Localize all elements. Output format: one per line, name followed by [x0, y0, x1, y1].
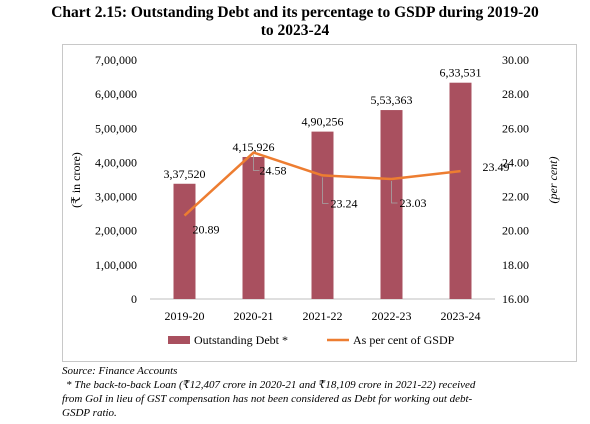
left-axis-tick-label: 7,00,000: [95, 53, 137, 67]
line-data-label-leader: [253, 154, 260, 171]
source-note: Source: Finance Accounts: [62, 365, 178, 377]
left-axis-tick-label: 1,00,000: [95, 258, 137, 272]
right-axis-tick-label: 20.00: [502, 224, 529, 238]
x-axis-tick-label: 2023-24: [441, 309, 481, 323]
right-axis-tick-label: 18.00: [502, 258, 529, 272]
bar-outstanding-debt: [449, 82, 472, 299]
left-axis-tick-label: 4,00,000: [95, 155, 137, 169]
right-axis-tick-label: 16.00: [502, 292, 529, 306]
chart-title-line2: to 2023-24: [260, 22, 330, 39]
line-data-label-leader: [322, 177, 329, 204]
x-axis-tick-label: 2021-22: [303, 309, 343, 323]
x-axis-tick-label: 2022-23: [372, 309, 412, 323]
chart-title: Chart 2.15: Outstanding Debt and its per…: [0, 4, 590, 40]
left-axis-tick-label: 0: [131, 292, 137, 306]
line-data-label: 23.24: [331, 196, 358, 210]
chart-notes: Source: Finance Accounts * The back-to-b…: [62, 364, 577, 420]
right-axis-tick-label: 26.00: [502, 121, 529, 135]
bar-outstanding-debt: [173, 183, 196, 299]
bar-data-label: 3,37,520: [164, 167, 206, 181]
right-axis-tick-label: 30.00: [502, 53, 529, 67]
footnote-line-2: from GoI in lieu of GST compensation has…: [62, 393, 473, 405]
line-data-label: 23.03: [400, 196, 427, 210]
x-axis-tick-label: 2020-21: [234, 309, 274, 323]
footnote-line-1: * The back-to-back Loan (₹12,407 crore i…: [66, 379, 476, 391]
legend-label-debt: Outstanding Debt *: [194, 333, 288, 347]
right-axis-title: (per cent): [546, 157, 560, 204]
bar-data-label: 6,33,531: [440, 66, 482, 80]
legend-swatch-debt: [168, 336, 190, 344]
left-axis-tick-label: 2,00,000: [95, 224, 137, 238]
legend-label-gsdp: As per cent of GSDP: [353, 333, 455, 347]
bar-outstanding-debt: [380, 110, 403, 299]
footnote-line-3: GSDP ratio.: [62, 407, 117, 419]
left-axis-tick-label: 6,00,000: [95, 87, 137, 101]
line-percent-gsdp: [183, 151, 461, 217]
bar-data-label: 5,53,363: [371, 93, 413, 107]
left-axis-tick-label: 5,00,000: [95, 121, 137, 135]
bar-outstanding-debt: [242, 156, 265, 299]
bar-outstanding-debt: [311, 131, 334, 299]
bar-data-label: 4,90,256: [302, 115, 344, 129]
right-axis-tick-label: 22.00: [502, 190, 529, 204]
chart-title-line1: Chart 2.15: Outstanding Debt and its per…: [51, 4, 539, 21]
line-data-label: 20.89: [193, 223, 220, 237]
line-data-label: 24.58: [260, 164, 287, 178]
line-data-label-leader: [391, 180, 398, 204]
x-axis-tick-label: 2019-20: [165, 309, 205, 323]
left-axis-title: (₹ in crore): [69, 152, 83, 208]
line-data-label: 23.49: [483, 160, 510, 174]
right-axis-tick-label: 28.00: [502, 87, 529, 101]
right-axis-tick-label: 24.00: [502, 155, 529, 169]
bar-data-label: 4,15,926: [233, 140, 275, 154]
chart-frame: [62, 44, 577, 362]
left-axis-tick-label: 3,00,000: [95, 190, 137, 204]
